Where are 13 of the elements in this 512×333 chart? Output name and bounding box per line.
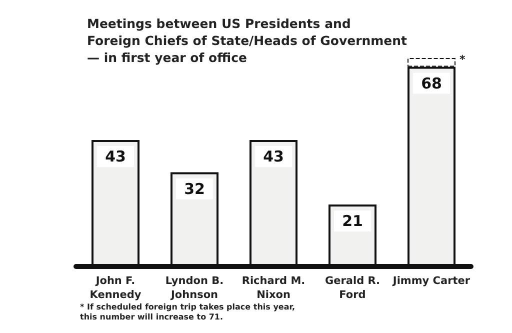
x-tick-label: Gerald R. Ford — [324, 275, 380, 301]
x-tick-label: Lyndon B. Johnson — [165, 275, 224, 301]
data-label: 32 — [184, 180, 205, 198]
x-tick-label: John F. Kennedy — [90, 275, 142, 301]
data-label: 43 — [263, 148, 284, 166]
data-label: 21 — [342, 212, 363, 230]
chart-title: Meetings between US Presidents and Foreign Chiefs of State/Heads of Government — in first year of office — [87, 16, 408, 65]
data-label: 43 — [105, 148, 126, 166]
data-label: 68 — [421, 74, 442, 92]
text: * If scheduled foreign trip takes place this year, this number will increase to 71. — [80, 302, 296, 322]
x-tick-label: Richard M. Nixon — [242, 275, 306, 301]
x-tick-label: Jimmy Carter — [392, 275, 471, 287]
annotation: * — [460, 53, 466, 66]
